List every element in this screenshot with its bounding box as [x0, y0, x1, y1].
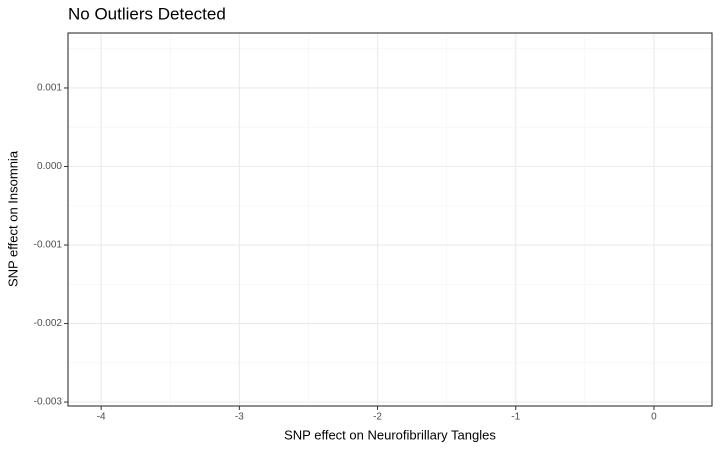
x-tick-label: 0: [651, 412, 657, 423]
chart-title: No Outliers Detected: [68, 4, 226, 23]
y-tick-label: -0.001: [34, 240, 63, 251]
y-axis-title: SNP effect on Insomnia: [5, 150, 20, 287]
x-tick-label: -4: [97, 412, 106, 423]
y-tick-label: 0.000: [37, 161, 62, 172]
y-tick-label: 0.001: [37, 83, 62, 94]
panel-border: [67, 32, 713, 407]
x-axis-title: SNP effect on Neurofibrillary Tangles: [284, 427, 496, 442]
x-tick-label: -2: [373, 412, 382, 423]
x-tick-label: -3: [235, 412, 244, 423]
y-tick-label: -0.002: [34, 318, 63, 329]
x-tick-label: -1: [511, 412, 520, 423]
y-tick-label: -0.003: [34, 397, 63, 408]
